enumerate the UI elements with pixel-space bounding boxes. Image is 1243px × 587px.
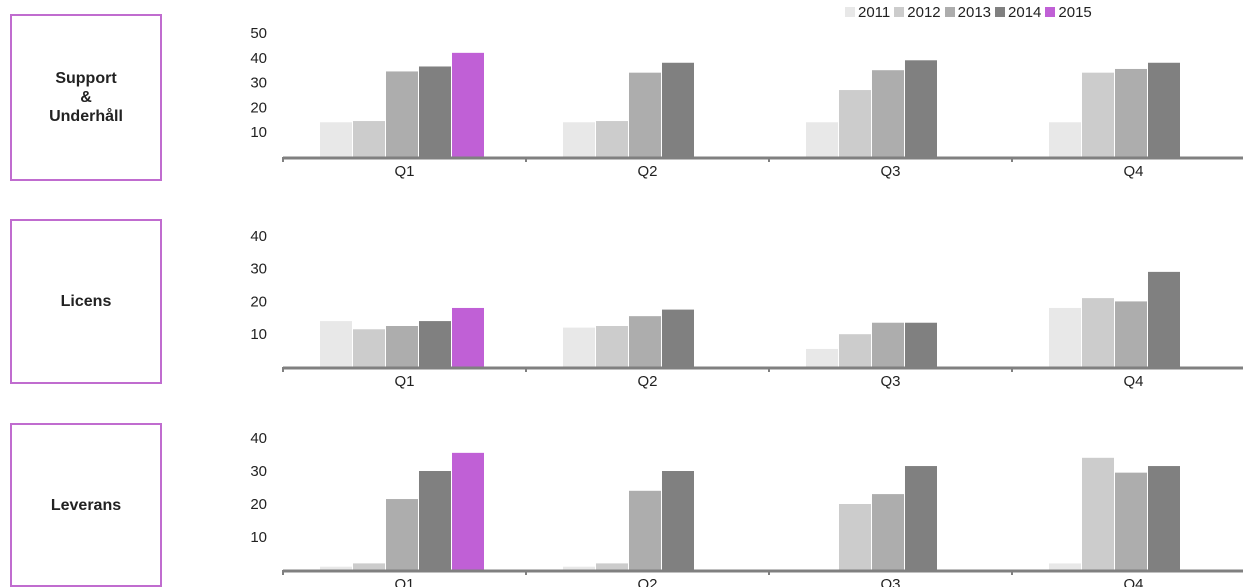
legend-swatch (944, 7, 955, 17)
bar-2011-Q4 (1049, 122, 1081, 157)
bar-2014-Q3 (905, 466, 937, 570)
bar-2011-Q1 (320, 566, 352, 570)
legend-swatch (1045, 7, 1056, 17)
bar-2012-Q1 (353, 121, 385, 157)
x-tick-label: Q2 (637, 373, 657, 390)
bar-2011-Q3 (806, 122, 838, 157)
bar-2013-Q1 (386, 499, 418, 570)
bar-2012-Q4 (1082, 457, 1114, 570)
legend-swatch (995, 7, 1006, 17)
legend-item-2014: 2014 (995, 4, 1041, 21)
y-tick-label: 50 (250, 25, 267, 42)
bar-2012-Q4 (1082, 72, 1114, 157)
x-tick-label: Q3 (880, 373, 900, 390)
y-tick-label: 20 (250, 293, 267, 310)
x-tick-label: Q3 (880, 163, 900, 180)
x-tick-label: Q1 (394, 373, 414, 390)
panel-label-support: Support & Underhåll (10, 14, 162, 181)
y-tick-label: 40 (250, 228, 267, 245)
chart-legend: 2011 2012 2013 2014 2015 (845, 2, 1096, 22)
bar-2014-Q4 (1148, 466, 1180, 570)
bar-2012-Q3 (839, 334, 871, 367)
x-tick-label: Q1 (394, 576, 414, 587)
bar-2011-Q4 (1049, 307, 1081, 367)
bar-2012-Q4 (1082, 298, 1114, 367)
bar-2014-Q1 (419, 321, 451, 367)
legend-item-2012: 2012 (894, 3, 941, 21)
legend-item-2013: 2013 (944, 3, 992, 21)
bar-2015-Q1 (452, 307, 484, 367)
bar-2013-Q1 (386, 326, 418, 367)
bar-2014-Q4 (1148, 62, 1180, 158)
legend-label: 2013 (957, 3, 992, 21)
bar-2012-Q2 (596, 326, 628, 367)
bar-2011-Q1 (320, 321, 352, 367)
bar-2012-Q1 (353, 563, 385, 570)
bar-2015-Q1 (452, 52, 484, 158)
bar-2014-Q1 (419, 66, 451, 157)
bar-2014-Q2 (662, 309, 694, 367)
bar-2013-Q3 (872, 322, 904, 367)
legend-label: 2014 (1008, 3, 1042, 21)
y-tick-label: 10 (250, 326, 267, 343)
legend-label: 2011 (858, 3, 891, 21)
bar-2015-Q1 (452, 452, 484, 570)
bar-2013-Q4 (1115, 68, 1147, 157)
y-tick-label: 10 (250, 124, 267, 141)
bar-2014-Q4 (1148, 271, 1180, 367)
bar-2013-Q2 (629, 72, 661, 157)
y-tick-label: 30 (250, 463, 267, 480)
legend-swatch (894, 7, 905, 17)
bar-2013-Q4 (1115, 301, 1147, 367)
x-tick-label: Q4 (1123, 373, 1143, 390)
bar-2014-Q3 (905, 322, 937, 367)
y-tick-label: 40 (250, 430, 267, 447)
panel-label-licens: Licens (10, 219, 162, 384)
bar-2012-Q3 (839, 504, 871, 570)
bar-2012-Q3 (839, 90, 871, 157)
legend-item-2011: 2011 (845, 4, 890, 21)
bar-2013-Q3 (872, 494, 904, 570)
bar-2011-Q2 (563, 327, 595, 367)
bar-2011-Q2 (563, 122, 595, 157)
panel-label-leverans: Leverans (10, 423, 162, 587)
x-tick-label: Q3 (880, 576, 900, 587)
x-tick-label: Q2 (637, 163, 657, 180)
y-tick-label: 20 (250, 99, 267, 116)
bar-2011-Q4 (1049, 563, 1081, 570)
bar-2014-Q2 (662, 471, 694, 570)
bar-2013-Q2 (629, 316, 661, 367)
x-tick-label: Q2 (637, 576, 657, 587)
bar-2013-Q4 (1115, 472, 1147, 570)
bar-2012-Q1 (353, 329, 385, 367)
x-tick-label: Q4 (1123, 163, 1143, 180)
legend-label: 2015 (1058, 3, 1092, 21)
bar-2011-Q3 (806, 348, 838, 367)
bar-2014-Q1 (419, 471, 451, 570)
y-tick-label: 10 (250, 529, 267, 546)
bar-2011-Q2 (563, 566, 595, 570)
y-tick-label: 30 (250, 261, 267, 278)
legend-swatch (845, 7, 855, 17)
legend-label: 2012 (907, 3, 941, 21)
bar-2014-Q3 (905, 60, 937, 157)
legend-item-2015: 2015 (1045, 3, 1092, 21)
x-tick-label: Q1 (394, 163, 414, 180)
y-tick-label: 40 (250, 50, 267, 67)
bar-2013-Q2 (629, 490, 661, 570)
bar-2012-Q2 (596, 563, 628, 570)
y-tick-label: 30 (250, 75, 267, 92)
x-tick-label: Q4 (1123, 576, 1143, 587)
bar-2013-Q1 (386, 71, 418, 157)
y-tick-label: 20 (250, 496, 267, 513)
bar-2014-Q2 (662, 62, 694, 158)
bar-2011-Q1 (320, 122, 352, 157)
bar-2012-Q2 (596, 121, 628, 157)
bar-2013-Q3 (872, 70, 904, 157)
